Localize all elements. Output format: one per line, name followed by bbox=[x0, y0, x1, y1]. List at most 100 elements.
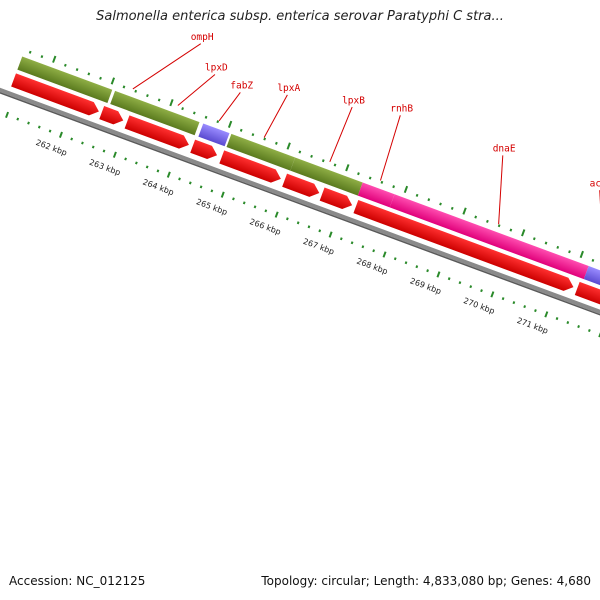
scale-tick-minor bbox=[372, 249, 376, 253]
accession-text: Accession: NC_012125 bbox=[9, 574, 146, 588]
scale-tick-minor bbox=[232, 197, 235, 201]
reverse-cds-arrow[interactable] bbox=[124, 115, 192, 151]
outer-tick-minor bbox=[298, 150, 302, 154]
gene-label-accA[interactable]: accA bbox=[590, 178, 600, 189]
cds-dnaE[interactable] bbox=[389, 194, 589, 280]
outer-tick-major bbox=[52, 55, 57, 63]
outer-tick-major bbox=[110, 77, 116, 85]
outer-tick-minor bbox=[321, 159, 325, 163]
outer-tick-minor bbox=[392, 185, 395, 189]
outer-tick-minor bbox=[99, 76, 102, 80]
scale-tick-minor bbox=[156, 169, 160, 173]
outer-tick-minor bbox=[275, 141, 278, 145]
scale-tick-minor bbox=[16, 117, 20, 121]
scale-tick-minor bbox=[199, 185, 203, 189]
outer-tick-minor bbox=[157, 98, 161, 102]
scale-tick-minor bbox=[70, 137, 74, 141]
cds-lpxD[interactable] bbox=[110, 90, 200, 136]
gene-label-ompH[interactable]: ompH bbox=[191, 32, 214, 43]
scale-tick-major bbox=[112, 151, 117, 158]
gene-label-dnaE[interactable]: dnaE bbox=[493, 144, 516, 155]
scale-tick-minor bbox=[188, 181, 192, 185]
outer-tick-major bbox=[227, 120, 233, 128]
scale-label: 263 kbp bbox=[88, 158, 122, 178]
outer-tick-minor bbox=[63, 63, 67, 67]
scale-label: 262 kbp bbox=[35, 138, 69, 158]
scale-tick-minor bbox=[480, 289, 483, 293]
scale-tick-minor bbox=[102, 149, 106, 153]
reverse-cds-arrow[interactable] bbox=[190, 139, 219, 162]
scale-tick-minor bbox=[458, 281, 462, 285]
gene-label-lpxB[interactable]: lpxB bbox=[342, 95, 365, 106]
outer-tick-minor bbox=[357, 172, 360, 176]
cds-ompH[interactable] bbox=[17, 56, 113, 103]
cds-accA[interactable] bbox=[583, 266, 600, 299]
scale-tick-minor bbox=[264, 209, 268, 213]
cds-lpxB[interactable] bbox=[290, 157, 363, 196]
outer-tick-minor bbox=[239, 128, 243, 132]
scale-tick-minor bbox=[534, 309, 537, 313]
scale-tick-minor bbox=[318, 229, 322, 233]
leader-line-rnhB bbox=[379, 115, 401, 181]
outer-tick-minor bbox=[310, 154, 313, 158]
leader-line-lpxD bbox=[177, 74, 216, 106]
scale-tick-major bbox=[274, 211, 279, 218]
outer-tick-minor bbox=[28, 50, 32, 54]
scale-tick-minor bbox=[124, 157, 127, 161]
scale-tick-minor bbox=[555, 317, 559, 321]
scale-tick-minor bbox=[523, 305, 527, 309]
cds-fabZ[interactable] bbox=[198, 123, 230, 147]
leader-line-fabZ bbox=[218, 92, 241, 122]
gene-label-lpxD[interactable]: lpxD bbox=[205, 63, 228, 74]
cds-lpxA[interactable] bbox=[226, 133, 296, 171]
scale-tick-minor bbox=[210, 189, 214, 193]
scale-tick-minor bbox=[307, 225, 311, 229]
scale-tick-major bbox=[598, 331, 600, 338]
outer-tick-minor bbox=[415, 193, 419, 197]
scale-tick-major bbox=[58, 131, 63, 138]
scale-tick-minor bbox=[512, 301, 516, 305]
map-title: Salmonella enterica subsp. enterica sero… bbox=[96, 9, 504, 24]
reverse-cds-arrow[interactable] bbox=[11, 73, 101, 118]
scale-tick-minor bbox=[447, 277, 451, 281]
genome-summary-text: Topology: circular; Length: 4,833,080 bp… bbox=[261, 574, 591, 588]
outer-tick-minor bbox=[368, 176, 372, 180]
outer-tick-minor bbox=[427, 198, 431, 202]
outer-tick-minor bbox=[333, 163, 337, 167]
outer-tick-minor bbox=[75, 68, 79, 72]
scale-label: 265 kbp bbox=[195, 197, 229, 217]
outer-tick-row bbox=[28, 50, 595, 262]
reverse-cds-arrow[interactable] bbox=[319, 187, 355, 212]
reverse-cds-arrow[interactable] bbox=[282, 173, 322, 200]
gene-label-lpxA[interactable]: lpxA bbox=[277, 83, 300, 94]
scale-tick-minor bbox=[37, 125, 41, 129]
cds-rnhB[interactable] bbox=[357, 182, 395, 208]
reverse-cds-arrow[interactable] bbox=[219, 150, 283, 185]
scale-tick-minor bbox=[426, 269, 429, 273]
scale-tick-minor bbox=[393, 257, 397, 261]
scale-tick-major bbox=[5, 111, 10, 119]
outer-tick-minor bbox=[474, 215, 478, 219]
reverse-cds-arrow[interactable] bbox=[353, 200, 575, 294]
outer-tick-minor bbox=[532, 237, 536, 241]
leader-line-lpxB bbox=[329, 106, 353, 162]
gene-label-rnhB[interactable]: rnhB bbox=[390, 104, 413, 115]
outer-tick-minor bbox=[263, 137, 267, 141]
outer-tick-minor bbox=[439, 202, 442, 206]
reverse-strand bbox=[11, 73, 600, 314]
scale-tick-major bbox=[544, 311, 549, 318]
scale-tick-minor bbox=[242, 201, 246, 205]
outer-tick-minor bbox=[192, 111, 196, 115]
outer-tick-minor bbox=[134, 89, 138, 93]
reverse-cds-arrow[interactable] bbox=[99, 105, 125, 127]
scale-tick-minor bbox=[253, 205, 257, 209]
reverse-cds-arrow[interactable] bbox=[574, 281, 600, 314]
scale-tick-minor bbox=[588, 329, 591, 333]
outer-tick-major bbox=[462, 207, 467, 215]
outer-tick-minor bbox=[486, 219, 489, 223]
gene-label-fabZ[interactable]: fabZ bbox=[230, 81, 253, 92]
outer-tick-minor bbox=[544, 241, 548, 245]
scale-tick-minor bbox=[145, 165, 149, 169]
